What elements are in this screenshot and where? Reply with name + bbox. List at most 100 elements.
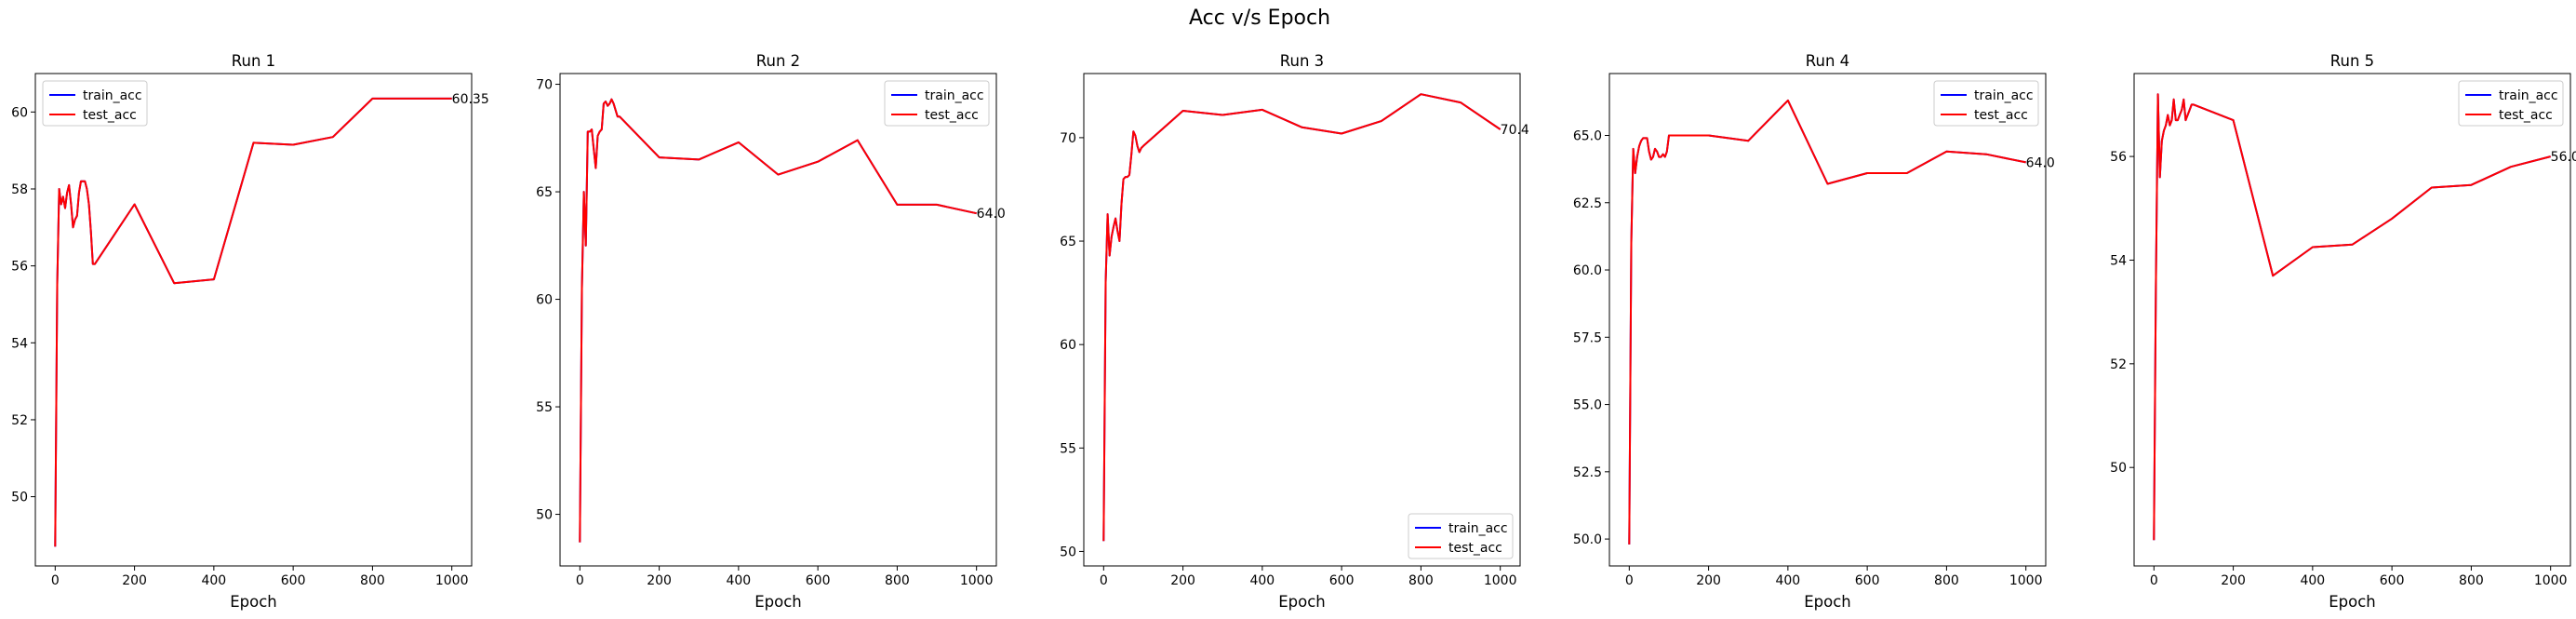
x-axis-label: Epoch xyxy=(1278,593,1326,611)
x-tick-label: 800 xyxy=(1408,573,1434,588)
x-tick-label: 800 xyxy=(885,573,910,588)
y-tick-label: 50 xyxy=(2110,461,2127,476)
y-tick-label: 60 xyxy=(1060,338,1076,353)
plot-area xyxy=(559,73,997,567)
subplot-run-1: Run 1 0 200 400 600 800 1000 50 52 54 56 58 60 Epoch 6… xyxy=(11,52,489,611)
x-axis-label: Epoch xyxy=(754,593,802,611)
legend-label: test_acc xyxy=(2499,108,2553,123)
y-tick-label: 70 xyxy=(536,78,553,93)
subplot-title: Run 2 xyxy=(756,52,800,70)
final-value-label: 64.0 xyxy=(977,207,1006,222)
subplot-run-4: Run 4 0 200 400 600 800 1000 50.0 52.5 55.0 57.5 60… xyxy=(1573,52,2055,611)
x-tick-label: 600 xyxy=(806,573,831,588)
series-line-test-acc xyxy=(54,97,452,547)
figure-suptitle: Acc v/s Epoch xyxy=(1189,7,1330,30)
series-line-test-acc xyxy=(579,98,977,543)
final-value-label: 64.0 xyxy=(2026,155,2055,170)
x-tick-label: 400 xyxy=(2300,573,2325,588)
legend-label: test_acc xyxy=(925,108,979,123)
x-tick-label: 1000 xyxy=(960,573,994,588)
plot-area xyxy=(2133,73,2571,567)
x-tick-label: 0 xyxy=(51,573,60,588)
y-tick-label: 55.0 xyxy=(1573,398,1602,413)
x-axis-label: Epoch xyxy=(230,593,277,611)
y-tick-label: 52 xyxy=(11,413,28,428)
y-tick-label: 54 xyxy=(11,336,28,351)
x-tick-label: 0 xyxy=(576,573,584,588)
legend-label: test_acc xyxy=(1974,108,2028,123)
subplot-run-5: Run 5 0 200 400 600 800 1000 50 52 54 56 Epoch 56.0 t… xyxy=(2110,52,2576,611)
plot-area xyxy=(1608,73,2047,567)
x-tick-label: 400 xyxy=(726,573,751,588)
y-tick-label: 57.5 xyxy=(1573,330,1602,345)
subplot-run-2: Run 2 0 200 400 600 800 1000 50 55 60 65 70 Epoch 64.… xyxy=(536,52,1006,611)
legend-label: test_acc xyxy=(83,108,137,123)
subplot-title: Run 1 xyxy=(232,52,275,70)
final-value-label: 56.0 xyxy=(2551,150,2576,165)
y-tick-label: 50.0 xyxy=(1573,532,1602,547)
x-axis-label: Epoch xyxy=(1804,593,1851,611)
y-tick-label: 55 xyxy=(1060,441,1076,456)
x-tick-label: 800 xyxy=(2459,573,2484,588)
legend-label: test_acc xyxy=(1448,541,1502,556)
x-tick-label: 200 xyxy=(122,573,147,588)
x-tick-label: 400 xyxy=(1775,573,1800,588)
subplot-title: Run 3 xyxy=(1280,52,1324,70)
y-tick-label: 54 xyxy=(2110,253,2127,268)
legend: train_acc test_acc xyxy=(2458,80,2564,127)
x-tick-label: 1000 xyxy=(1484,573,1517,588)
x-axis-label: Epoch xyxy=(2329,593,2376,611)
y-tick-label: 58 xyxy=(11,182,28,197)
x-tick-label: 1000 xyxy=(2009,573,2043,588)
final-value-label: 70.4 xyxy=(1501,123,1529,138)
x-tick-label: 200 xyxy=(647,573,672,588)
series-line-test-acc xyxy=(1102,93,1502,542)
x-tick-label: 0 xyxy=(1625,573,1634,588)
series-line-test-acc xyxy=(1628,99,2026,545)
y-tick-label: 60 xyxy=(11,105,28,120)
x-tick-label: 600 xyxy=(281,573,306,588)
y-tick-label: 65.0 xyxy=(1573,128,1602,143)
subplot-run-3: Run 3 0 200 400 600 800 1000 50 55 60 65 70 Epoch 70.… xyxy=(1060,52,1529,611)
y-tick-label: 70 xyxy=(1060,131,1076,146)
x-tick-label: 1000 xyxy=(2534,573,2568,588)
y-tick-label: 65 xyxy=(1060,235,1076,249)
x-tick-label: 800 xyxy=(1934,573,1959,588)
x-tick-label: 800 xyxy=(360,573,385,588)
legend: train_acc test_acc xyxy=(1933,80,2039,127)
x-tick-label: 600 xyxy=(1329,573,1355,588)
y-tick-label: 50 xyxy=(536,508,553,523)
y-tick-label: 56 xyxy=(2110,150,2127,165)
x-tick-label: 600 xyxy=(2380,573,2405,588)
y-tick-label: 52 xyxy=(2110,357,2127,372)
x-tick-label: 200 xyxy=(2221,573,2246,588)
charts: Run 10 200 400 600 800 1000505254565860Epoch6… xyxy=(11,52,2576,611)
series-line-test-acc xyxy=(2153,93,2551,541)
subplot-title: Run 4 xyxy=(1806,52,1849,70)
y-tick-label: 50 xyxy=(11,491,28,505)
y-tick-label: 52.5 xyxy=(1573,465,1602,480)
legend-label: train_acc xyxy=(1448,521,1508,536)
plot-area xyxy=(34,73,473,567)
y-tick-label: 50 xyxy=(1060,545,1076,559)
legend: train_acc test_acc xyxy=(1408,513,1514,559)
x-tick-label: 600 xyxy=(1855,573,1880,588)
x-tick-label: 1000 xyxy=(435,573,469,588)
legend-label: train_acc xyxy=(1974,88,2034,103)
subplot-title: Run 5 xyxy=(2330,52,2374,70)
legend-label: train_acc xyxy=(83,88,142,103)
y-tick-label: 65 xyxy=(536,185,553,200)
legend-label: train_acc xyxy=(925,88,984,103)
x-tick-label: 200 xyxy=(1170,573,1195,588)
y-tick-label: 62.5 xyxy=(1573,196,1602,211)
x-tick-label: 400 xyxy=(1249,573,1275,588)
y-tick-label: 55 xyxy=(536,400,553,415)
y-tick-label: 60.0 xyxy=(1573,263,1602,278)
legend: train_acc test_acc xyxy=(884,80,990,127)
x-tick-label: 400 xyxy=(201,573,226,588)
x-tick-label: 0 xyxy=(2150,573,2158,588)
plot-area xyxy=(1083,73,1521,567)
final-value-label: 60.35 xyxy=(452,92,489,107)
legend-label: train_acc xyxy=(2499,88,2558,103)
